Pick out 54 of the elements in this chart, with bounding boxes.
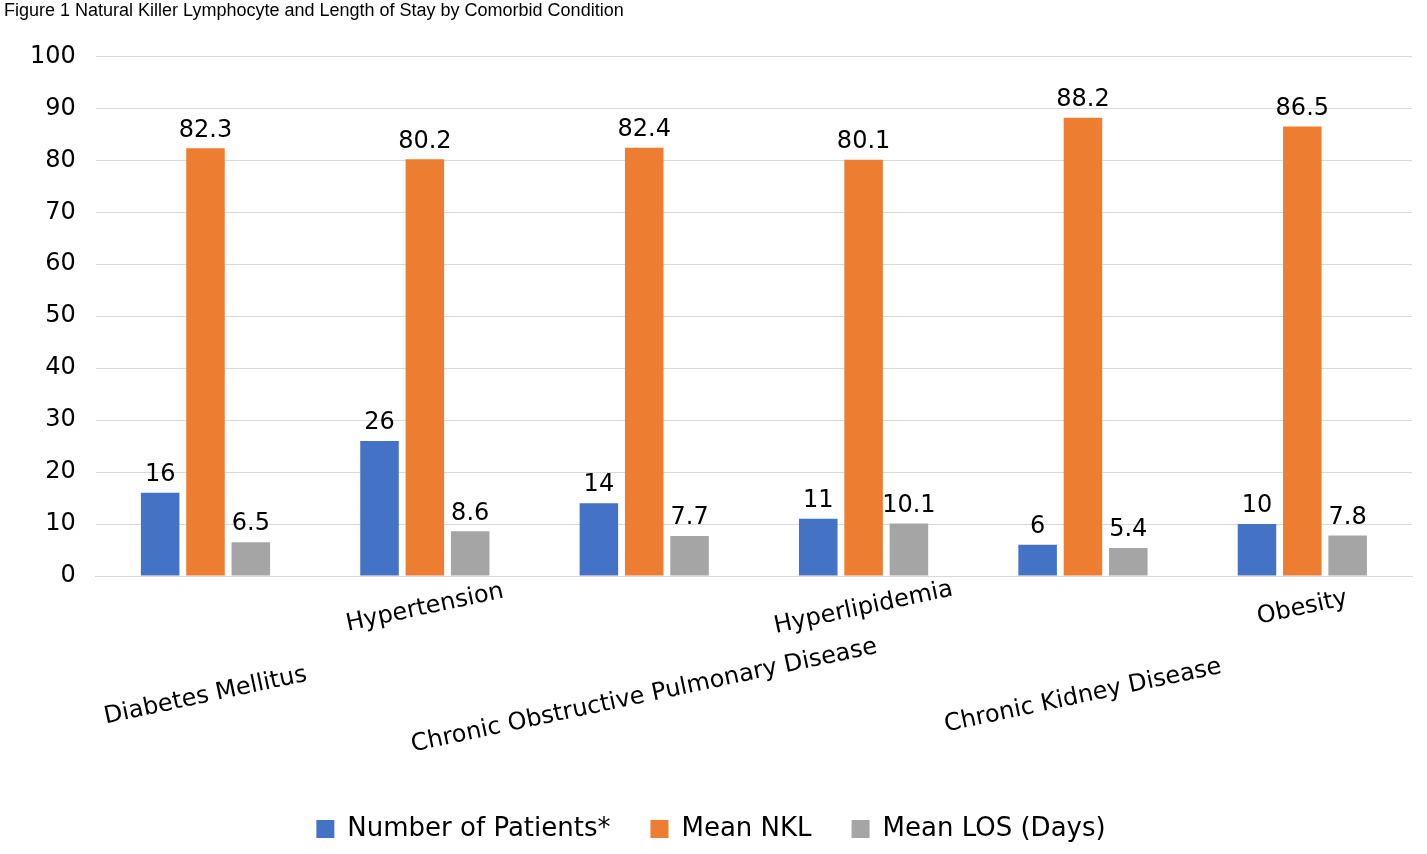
y-tick-label: 10 [45,508,76,537]
data-label: 86.5 [1275,92,1330,121]
bar [844,159,883,576]
x-tick-label: Diabetes Mellitus [101,659,310,730]
x-tick-label: Chronic Kidney Disease [941,651,1224,738]
bar [186,148,225,576]
y-tick-label: 90 [45,92,76,121]
y-tick-label: 100 [30,40,76,69]
bar [360,440,399,576]
bar [1109,547,1148,576]
bar [670,535,709,576]
bar [1063,117,1103,576]
data-label: 6 [1029,511,1046,540]
bar [231,542,271,576]
data-label: 6.5 [231,508,270,537]
bar [889,523,929,576]
x-tick-label: Obesity [1254,583,1350,630]
data-label: 80.1 [836,126,891,155]
bar [1237,524,1277,576]
data-label: 7.8 [1328,501,1367,530]
data-label: 26 [364,407,395,436]
data-label: 82.3 [178,114,233,143]
bar [450,531,490,576]
data-label: 7.7 [670,502,709,531]
y-tick-label: 50 [45,300,76,329]
data-label: 82.4 [617,114,671,143]
bar [1018,544,1057,576]
bar [1283,126,1322,576]
bar [624,147,664,576]
chart-title: Figure 1 Natural Killer Lymphocyte and Length of Stay by Comorbid Condition [4,0,624,20]
bar [1328,535,1367,576]
bar [405,159,445,576]
legend-label: Mean NKL [681,811,813,842]
legend-label: Mean LOS (Days) [882,811,1106,842]
bar [798,518,838,576]
y-tick-label: 0 [60,560,76,589]
y-tick-label: 70 [45,196,76,225]
y-tick-label: 30 [45,404,76,433]
data-label: 88.2 [1056,83,1110,112]
data-label: 8.6 [451,497,490,526]
y-tick-label: 60 [45,248,76,277]
bar [140,492,180,576]
data-label: 5.4 [1109,514,1148,543]
data-label: 10.1 [882,489,936,518]
y-tick-label: 80 [45,144,76,173]
y-tick-label: 40 [45,352,76,381]
data-label: 14 [583,469,615,498]
data-label: 11 [802,485,834,514]
data-label: 10 [1241,490,1273,519]
legend-label: Number of Patients* [347,811,611,842]
y-tick-label: 20 [45,456,76,485]
data-label: 16 [144,459,176,488]
bar [579,503,619,576]
data-label: 80.2 [398,125,452,154]
